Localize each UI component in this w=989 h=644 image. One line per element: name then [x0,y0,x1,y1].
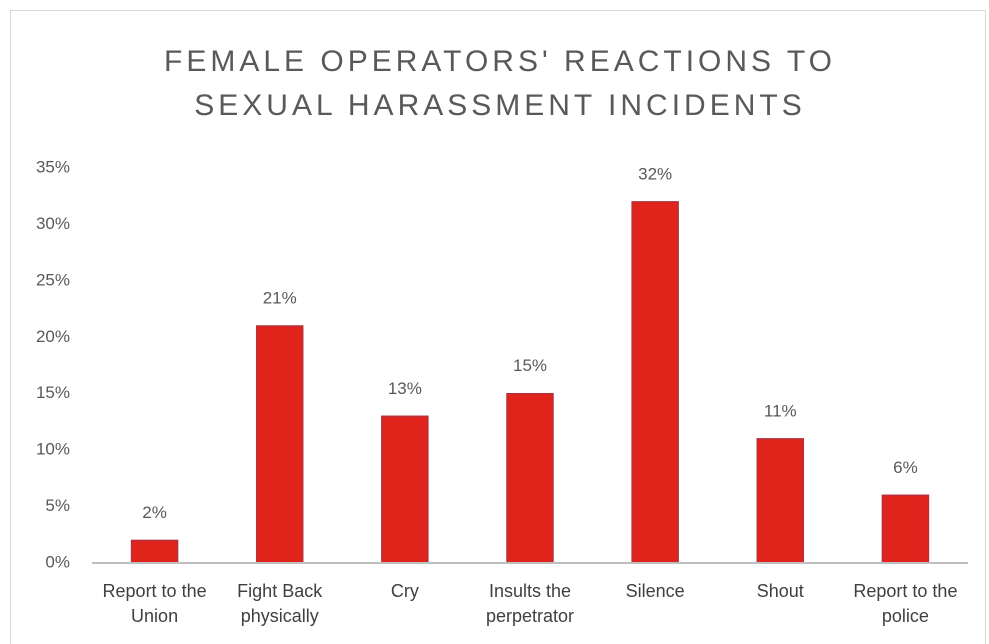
y-tick-label: 10% [36,440,70,459]
data-label: 32% [638,164,672,183]
y-tick-label: 15% [36,383,70,402]
x-tick-label: Report to the Union [102,581,207,626]
bar [506,392,554,564]
bar [881,494,930,564]
data-label: 21% [263,288,297,307]
chart-frame [10,10,986,644]
data-label: 11% [764,401,797,420]
bar [130,539,179,564]
y-tick-label: 25% [36,270,70,289]
y-tick-label: 35% [36,157,70,176]
chart-title: FEMALE OPERATORS' REACTIONS TO SEXUAL HA… [164,45,836,122]
bar [255,325,304,564]
data-label: 6% [893,458,918,477]
y-tick-label: 0% [45,552,70,571]
y-tick-label: 20% [36,327,70,346]
data-label: 13% [388,379,422,398]
bar [381,415,429,564]
x-tick-label: Cry [390,581,419,601]
bar [631,201,679,564]
x-tick-label: Silence [625,581,685,601]
bar [756,438,805,564]
data-label: 15% [513,356,547,375]
y-tick-label: 5% [45,496,70,515]
x-tick-label: Shout [756,581,804,601]
x-tick-label: Insults the perpetrator [485,581,575,626]
data-label: 2% [142,503,167,522]
y-tick-label: 30% [36,214,70,233]
x-tick-label: Fight Back physically [237,581,323,626]
x-tick-label: Report to the police [853,581,958,626]
